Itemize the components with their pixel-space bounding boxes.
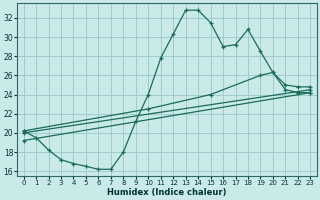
X-axis label: Humidex (Indice chaleur): Humidex (Indice chaleur): [107, 188, 227, 197]
